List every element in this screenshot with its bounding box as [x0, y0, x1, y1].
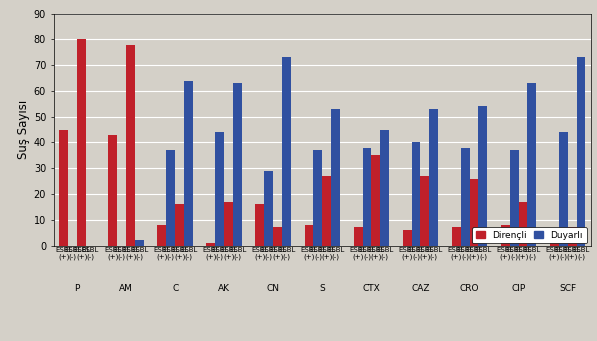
Text: P: P [75, 284, 80, 293]
Legend: Dirençli, Duyarlı: Dirençli, Duyarlı [472, 227, 586, 243]
Bar [216, 132, 224, 246]
Bar [568, 227, 577, 246]
Bar [184, 80, 193, 246]
Bar [233, 83, 242, 246]
Bar [313, 150, 322, 246]
Bar [559, 132, 568, 246]
Bar [108, 135, 117, 246]
Bar [371, 155, 380, 246]
Bar [256, 204, 264, 246]
Bar [224, 202, 233, 246]
Bar [77, 40, 86, 246]
Text: AK: AK [219, 284, 230, 293]
Bar [264, 171, 273, 246]
Bar [510, 150, 519, 246]
Bar [528, 83, 537, 246]
Y-axis label: Suş Sayısı: Suş Sayısı [17, 100, 29, 159]
Bar [478, 106, 487, 246]
Text: CRO: CRO [460, 284, 479, 293]
Bar [469, 179, 478, 246]
Bar [402, 230, 411, 246]
Text: S: S [319, 284, 325, 293]
Bar [429, 109, 438, 246]
Text: CTX: CTX [362, 284, 380, 293]
Bar [461, 148, 469, 246]
Text: C: C [172, 284, 179, 293]
Bar [126, 45, 135, 246]
Bar [176, 204, 184, 246]
Bar [411, 143, 420, 246]
Bar [380, 130, 389, 246]
Bar [167, 150, 176, 246]
Text: CAZ: CAZ [411, 284, 430, 293]
Bar [550, 243, 559, 246]
Bar [501, 225, 510, 246]
Bar [322, 176, 331, 246]
Bar [135, 240, 144, 246]
Bar [207, 243, 216, 246]
Text: CN: CN [267, 284, 280, 293]
Bar [420, 176, 429, 246]
Bar [158, 225, 167, 246]
Bar [577, 57, 586, 246]
Bar [353, 227, 362, 246]
Bar [304, 225, 313, 246]
Text: AM: AM [119, 284, 133, 293]
Text: CIP: CIP [512, 284, 526, 293]
Text: SCF: SCF [559, 284, 576, 293]
Bar [59, 130, 68, 246]
Bar [331, 109, 340, 246]
Bar [362, 148, 371, 246]
Bar [452, 227, 461, 246]
Bar [282, 57, 291, 246]
Bar [519, 202, 528, 246]
Bar [273, 227, 282, 246]
